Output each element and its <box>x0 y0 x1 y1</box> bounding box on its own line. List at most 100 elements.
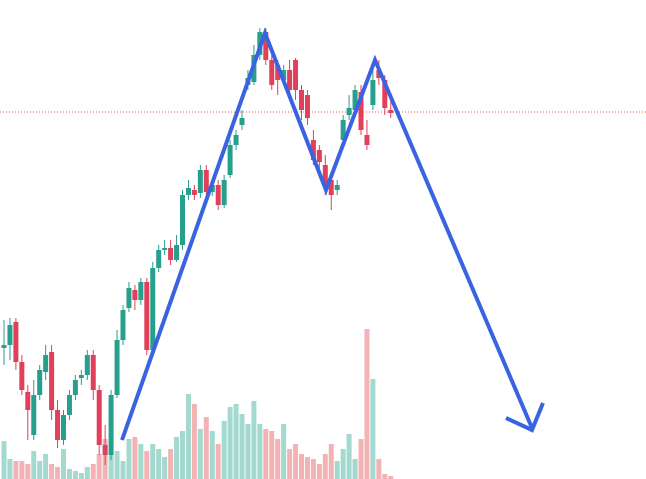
volume-bar <box>174 437 180 479</box>
volume-bar <box>334 461 340 479</box>
volume-bar <box>304 457 310 479</box>
volume-bar <box>233 404 239 479</box>
candle-body <box>1 345 7 348</box>
candle-body <box>293 60 299 90</box>
zigzag-line <box>120 27 534 441</box>
volume-bar <box>197 429 203 479</box>
volume-bar <box>66 469 72 479</box>
candle-body <box>174 245 180 260</box>
volume-bar <box>31 451 37 479</box>
pattern-drawing <box>120 27 545 441</box>
volume-bar <box>144 451 150 479</box>
candle-body <box>108 395 114 455</box>
volume-bar <box>257 424 263 479</box>
volume-bar <box>251 401 257 479</box>
volume-bar <box>346 434 352 479</box>
candle-body <box>55 410 61 440</box>
volume-bar <box>340 449 346 479</box>
candle-body <box>138 282 144 300</box>
candle-body <box>43 355 49 372</box>
volume-bar <box>245 424 251 479</box>
candle-body <box>25 392 31 410</box>
candle-body <box>299 90 304 110</box>
volume-bar <box>227 407 233 479</box>
candle-body <box>239 118 245 125</box>
candle-body <box>19 362 25 390</box>
volume-bar <box>25 464 31 479</box>
volume-bar <box>221 421 227 479</box>
candle-body <box>66 395 72 415</box>
volume-bar <box>281 424 287 479</box>
volume-bar <box>364 329 370 479</box>
candle-body <box>275 65 281 80</box>
candle-body <box>269 60 275 85</box>
volume-bar <box>293 444 299 479</box>
volume-bar <box>114 451 120 479</box>
candle-body <box>334 185 340 190</box>
volume-bar <box>156 449 162 479</box>
volume-bar <box>168 449 174 479</box>
candle-body <box>13 322 19 362</box>
candle-body <box>144 282 150 350</box>
volume-bar <box>191 404 197 479</box>
volume-bar <box>287 449 293 479</box>
volume-bar <box>61 449 66 479</box>
candle-body <box>168 248 174 260</box>
volume-bar <box>126 439 132 479</box>
volume-bar <box>316 464 322 479</box>
volume-bar <box>78 473 84 479</box>
volume-bar <box>185 394 191 479</box>
volume-bar <box>108 454 114 479</box>
volume-bar <box>269 431 275 479</box>
candle-body <box>233 135 239 145</box>
candle-body <box>352 90 358 110</box>
volume-bar <box>328 444 334 479</box>
volume-bar <box>7 459 13 479</box>
candle-body <box>31 395 37 435</box>
volume-bar <box>263 429 269 479</box>
volume-bar <box>13 461 19 479</box>
candle-body <box>388 110 394 113</box>
candle-body <box>120 310 126 340</box>
candle-body <box>96 390 102 445</box>
candle-body <box>310 140 316 160</box>
candle-body <box>49 352 55 410</box>
candle-body <box>132 290 138 300</box>
volume-bar <box>49 464 55 479</box>
candle-body <box>84 355 90 375</box>
candle-body <box>221 180 227 205</box>
candle-body <box>126 288 132 308</box>
candle-body <box>61 415 66 440</box>
candle-body <box>191 190 197 195</box>
candle-body <box>304 95 310 118</box>
volume-bar <box>72 471 78 479</box>
volume-bar <box>275 439 281 479</box>
volume-bar <box>388 476 394 479</box>
volume-bar <box>352 459 358 479</box>
volume-bar <box>120 461 126 479</box>
volume-layer <box>1 329 394 479</box>
volume-bar <box>322 454 328 479</box>
candle-body <box>382 80 388 108</box>
volume-bar <box>382 474 388 479</box>
candle-body <box>316 150 322 162</box>
volume-bar <box>239 414 245 479</box>
volume-bar <box>310 459 316 479</box>
candle-body <box>340 120 346 140</box>
volume-bar <box>150 444 156 479</box>
volume-bar <box>162 457 168 479</box>
candle-body <box>114 340 120 395</box>
candle-body <box>37 370 43 395</box>
candle-body <box>185 188 191 195</box>
candle-body <box>287 70 293 90</box>
volume-bar <box>43 454 49 479</box>
candle-body <box>90 355 96 390</box>
candle-body <box>358 92 364 130</box>
volume-bar <box>358 439 364 479</box>
volume-bar <box>96 454 102 479</box>
volume-bar <box>203 417 209 479</box>
candle-body <box>281 70 287 80</box>
volume-bar <box>370 379 376 479</box>
candle-body <box>263 32 269 60</box>
candle-body <box>78 375 84 378</box>
